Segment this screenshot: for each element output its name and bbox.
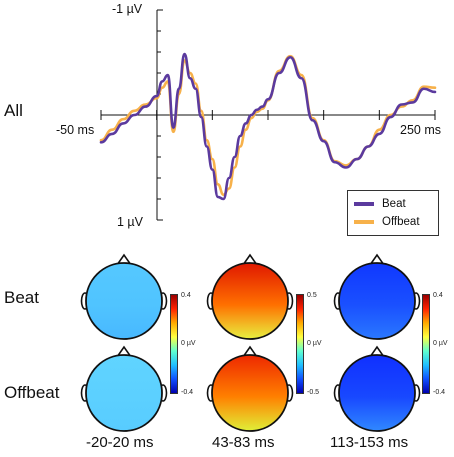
legend-swatch-beat	[354, 202, 374, 206]
colorbar-3-min: -0.4	[433, 389, 446, 396]
topomap-offbeat-3	[333, 345, 421, 432]
legend-label-beat: Beat	[382, 198, 406, 210]
erp-chart	[99, 9, 437, 221]
topomap-beat-2	[206, 253, 294, 340]
series-line-beat	[99, 52, 437, 201]
window-label-3: 113-153 ms	[330, 434, 409, 451]
colorbar-1-min: -0.4	[181, 389, 194, 396]
colorbar-3	[422, 294, 430, 394]
legend: Beat Offbeat	[347, 190, 439, 236]
window-label-1: -20-20 ms	[86, 434, 154, 451]
colorbar-2-max: 0.5	[307, 292, 317, 299]
colorbar-3-max: 0.4	[433, 292, 443, 299]
legend-swatch-offbeat	[354, 220, 374, 224]
colorbar-3-mid: 0 µV	[433, 340, 448, 347]
colorbar-2	[296, 294, 304, 394]
topomap-beat-1	[80, 253, 168, 340]
x-axis-right-label: 250 ms	[400, 123, 441, 137]
row-label-offbeat: Offbeat	[4, 383, 60, 402]
legend-label-offbeat: Offbeat	[382, 216, 420, 228]
topomap-offbeat-2	[206, 345, 294, 432]
window-label-2: 43-83 ms	[212, 434, 275, 451]
legend-item-beat: Beat	[354, 197, 406, 211]
erp-series	[99, 52, 437, 201]
y-axis-bottom-label: 1 µV	[117, 215, 143, 229]
topomap-beat-3	[333, 253, 421, 340]
erp-axes	[100, 9, 436, 221]
x-axis-left-label: -50 ms	[56, 123, 95, 137]
colorbar-1	[170, 294, 178, 394]
y-axis-top-label: -1 µV	[112, 2, 143, 16]
colorbar-1-mid: 0 µV	[181, 340, 196, 347]
legend-item-offbeat: Offbeat	[354, 215, 420, 229]
row-label-all: All	[4, 101, 23, 120]
row-label-beat: Beat	[4, 288, 39, 307]
colorbar-1-max: 0.4	[181, 292, 191, 299]
colorbar-2-min: -0.5	[307, 389, 320, 396]
topomap-offbeat-1	[80, 345, 168, 432]
colorbar-2-mid: 0 µV	[307, 340, 322, 347]
